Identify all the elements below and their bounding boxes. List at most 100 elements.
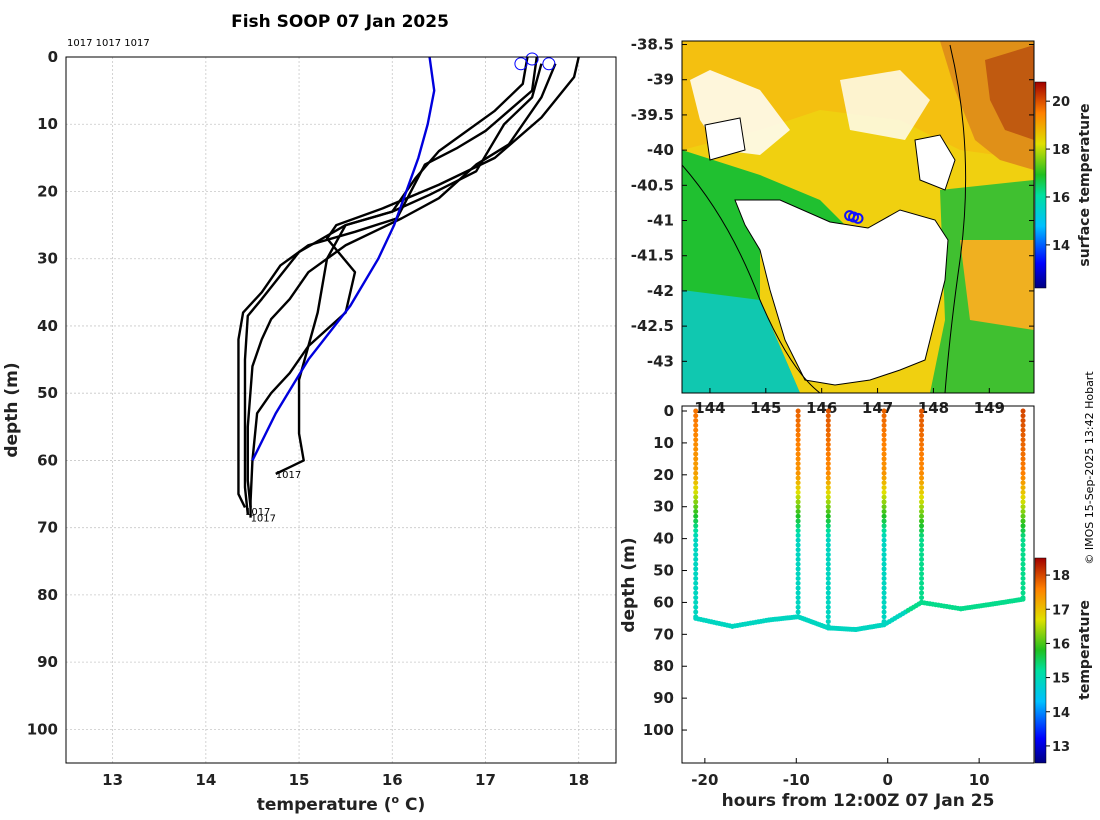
depth-time-point xyxy=(919,408,925,414)
profile-tick-labels: 13 14 15 16 17 18 0 10 20 30 40 50 60 70 80 90 100 xyxy=(27,48,589,789)
depth-time-point xyxy=(795,451,801,457)
depth-time-point xyxy=(881,446,887,452)
depth-time-point xyxy=(795,437,801,443)
depth-time-point xyxy=(919,480,925,486)
depth-time-point xyxy=(919,532,925,538)
depth-time-point xyxy=(693,561,699,567)
profile-id-label: 1017 xyxy=(245,507,270,518)
depth-time-point xyxy=(825,422,831,428)
depth-time-point xyxy=(1020,561,1026,567)
depth-time-point xyxy=(825,619,831,625)
depth-time-point xyxy=(919,547,925,553)
depth-time-point xyxy=(795,590,801,596)
depth-time-point xyxy=(825,485,831,491)
depth-time-point xyxy=(881,528,887,534)
depth-time-point xyxy=(1020,408,1026,414)
depth-time-point xyxy=(881,461,887,467)
depth-time-point xyxy=(881,523,887,529)
depth-time-point xyxy=(881,437,887,443)
depth-time-point xyxy=(825,595,831,601)
depth-time-point xyxy=(919,499,925,505)
map-frame xyxy=(681,40,1035,394)
surface-marker xyxy=(514,57,528,71)
surface-marker xyxy=(542,57,556,71)
depth-time-point xyxy=(1020,480,1026,486)
depth-time-point xyxy=(919,576,925,581)
depth-time-point xyxy=(881,465,887,471)
depth-time-point xyxy=(693,604,699,610)
depth-time-point xyxy=(881,595,887,601)
depth-time-point xyxy=(795,542,801,548)
depth-time-point xyxy=(795,513,801,519)
chart-title: Fish SOOP 07 Jan 2025 xyxy=(231,12,449,32)
surface-temp-colorbar-tick-label: 14 xyxy=(1052,239,1070,254)
profile-y-tick-label: 80 xyxy=(37,586,58,604)
depth-time-point xyxy=(693,446,699,452)
map-lat-tick-label: -39 xyxy=(647,71,674,89)
depth-time-point xyxy=(919,523,925,529)
depth-time-point xyxy=(881,504,887,510)
depth-time-point xyxy=(1020,509,1026,514)
profile-id-label: 1017 xyxy=(276,470,301,481)
depth-time-point xyxy=(919,537,925,543)
depth-time-x-tick-label: 0 xyxy=(882,771,892,789)
profile-y-tick-label: 60 xyxy=(37,451,58,469)
depth-time-point xyxy=(919,552,925,558)
depth-time-point xyxy=(919,442,925,447)
depth-time-point xyxy=(919,446,925,452)
depth-time-point xyxy=(825,408,831,414)
depth-time-point xyxy=(795,432,801,438)
depth-time-point xyxy=(693,599,699,605)
depth-time-point xyxy=(795,509,801,514)
map-east-warm-band xyxy=(960,240,1034,330)
depth-time-y-tick-label: 20 xyxy=(653,466,674,484)
depth-time-point xyxy=(693,442,699,447)
depth-time-point xyxy=(693,523,699,529)
depth-time-y-tick-label: 60 xyxy=(653,593,674,611)
map-lon-tick-label: 144 xyxy=(694,399,725,417)
depth-time-point xyxy=(919,465,925,471)
depth-time-point xyxy=(693,556,699,562)
depth-time-point xyxy=(881,470,887,476)
surface-temp-colorbar-tick-label: 18 xyxy=(1052,143,1070,158)
depth-time-point xyxy=(825,590,831,596)
depth-time-point xyxy=(1020,485,1026,491)
depth-time-point xyxy=(881,599,887,605)
surface-marker xyxy=(525,52,539,66)
profile-x-tick-label: 17 xyxy=(475,771,496,789)
depth-time-point xyxy=(919,542,925,548)
map-hot-patch xyxy=(985,45,1034,140)
depth-time-point xyxy=(795,585,801,591)
copyright-note: © IMOS 15-Sep-2025 13:42 Hobart xyxy=(1083,371,1096,565)
depth-time-point xyxy=(795,556,801,562)
temperature-colorbar-tick-label: 18 xyxy=(1052,569,1070,584)
map-lat-tick-label: -41.5 xyxy=(631,247,674,265)
depth-time-point xyxy=(825,580,831,586)
depth-time-point xyxy=(1020,532,1026,538)
depth-time-point xyxy=(919,413,925,419)
depth-time-point xyxy=(919,571,925,577)
profile-y-tick-label: 30 xyxy=(37,250,58,268)
depth-time-point xyxy=(825,451,831,457)
depth-time-point xyxy=(693,456,699,462)
depth-time-point xyxy=(881,571,887,577)
depth-time-x-tick-label: -10 xyxy=(783,771,810,789)
depth-time-point xyxy=(795,489,801,495)
depth-time-point xyxy=(693,489,699,495)
depth-time-point xyxy=(825,571,831,577)
depth-time-point xyxy=(825,523,831,529)
depth-time-point xyxy=(881,590,887,596)
depth-time-point xyxy=(693,537,699,543)
depth-time-point xyxy=(693,470,699,476)
depth-time-y-tick-label: 30 xyxy=(653,498,674,516)
depth-time-point xyxy=(919,580,925,586)
profile-x-tick-label: 14 xyxy=(195,771,216,789)
depth-time-point xyxy=(693,465,699,471)
map-isobath-west xyxy=(682,164,821,393)
depth-time-point xyxy=(693,585,699,591)
depth-time-point xyxy=(795,518,801,524)
depth-time-point xyxy=(825,547,831,553)
depth-time-point xyxy=(795,418,801,424)
depth-time-point xyxy=(881,609,887,615)
depth-time-point xyxy=(1020,566,1026,572)
